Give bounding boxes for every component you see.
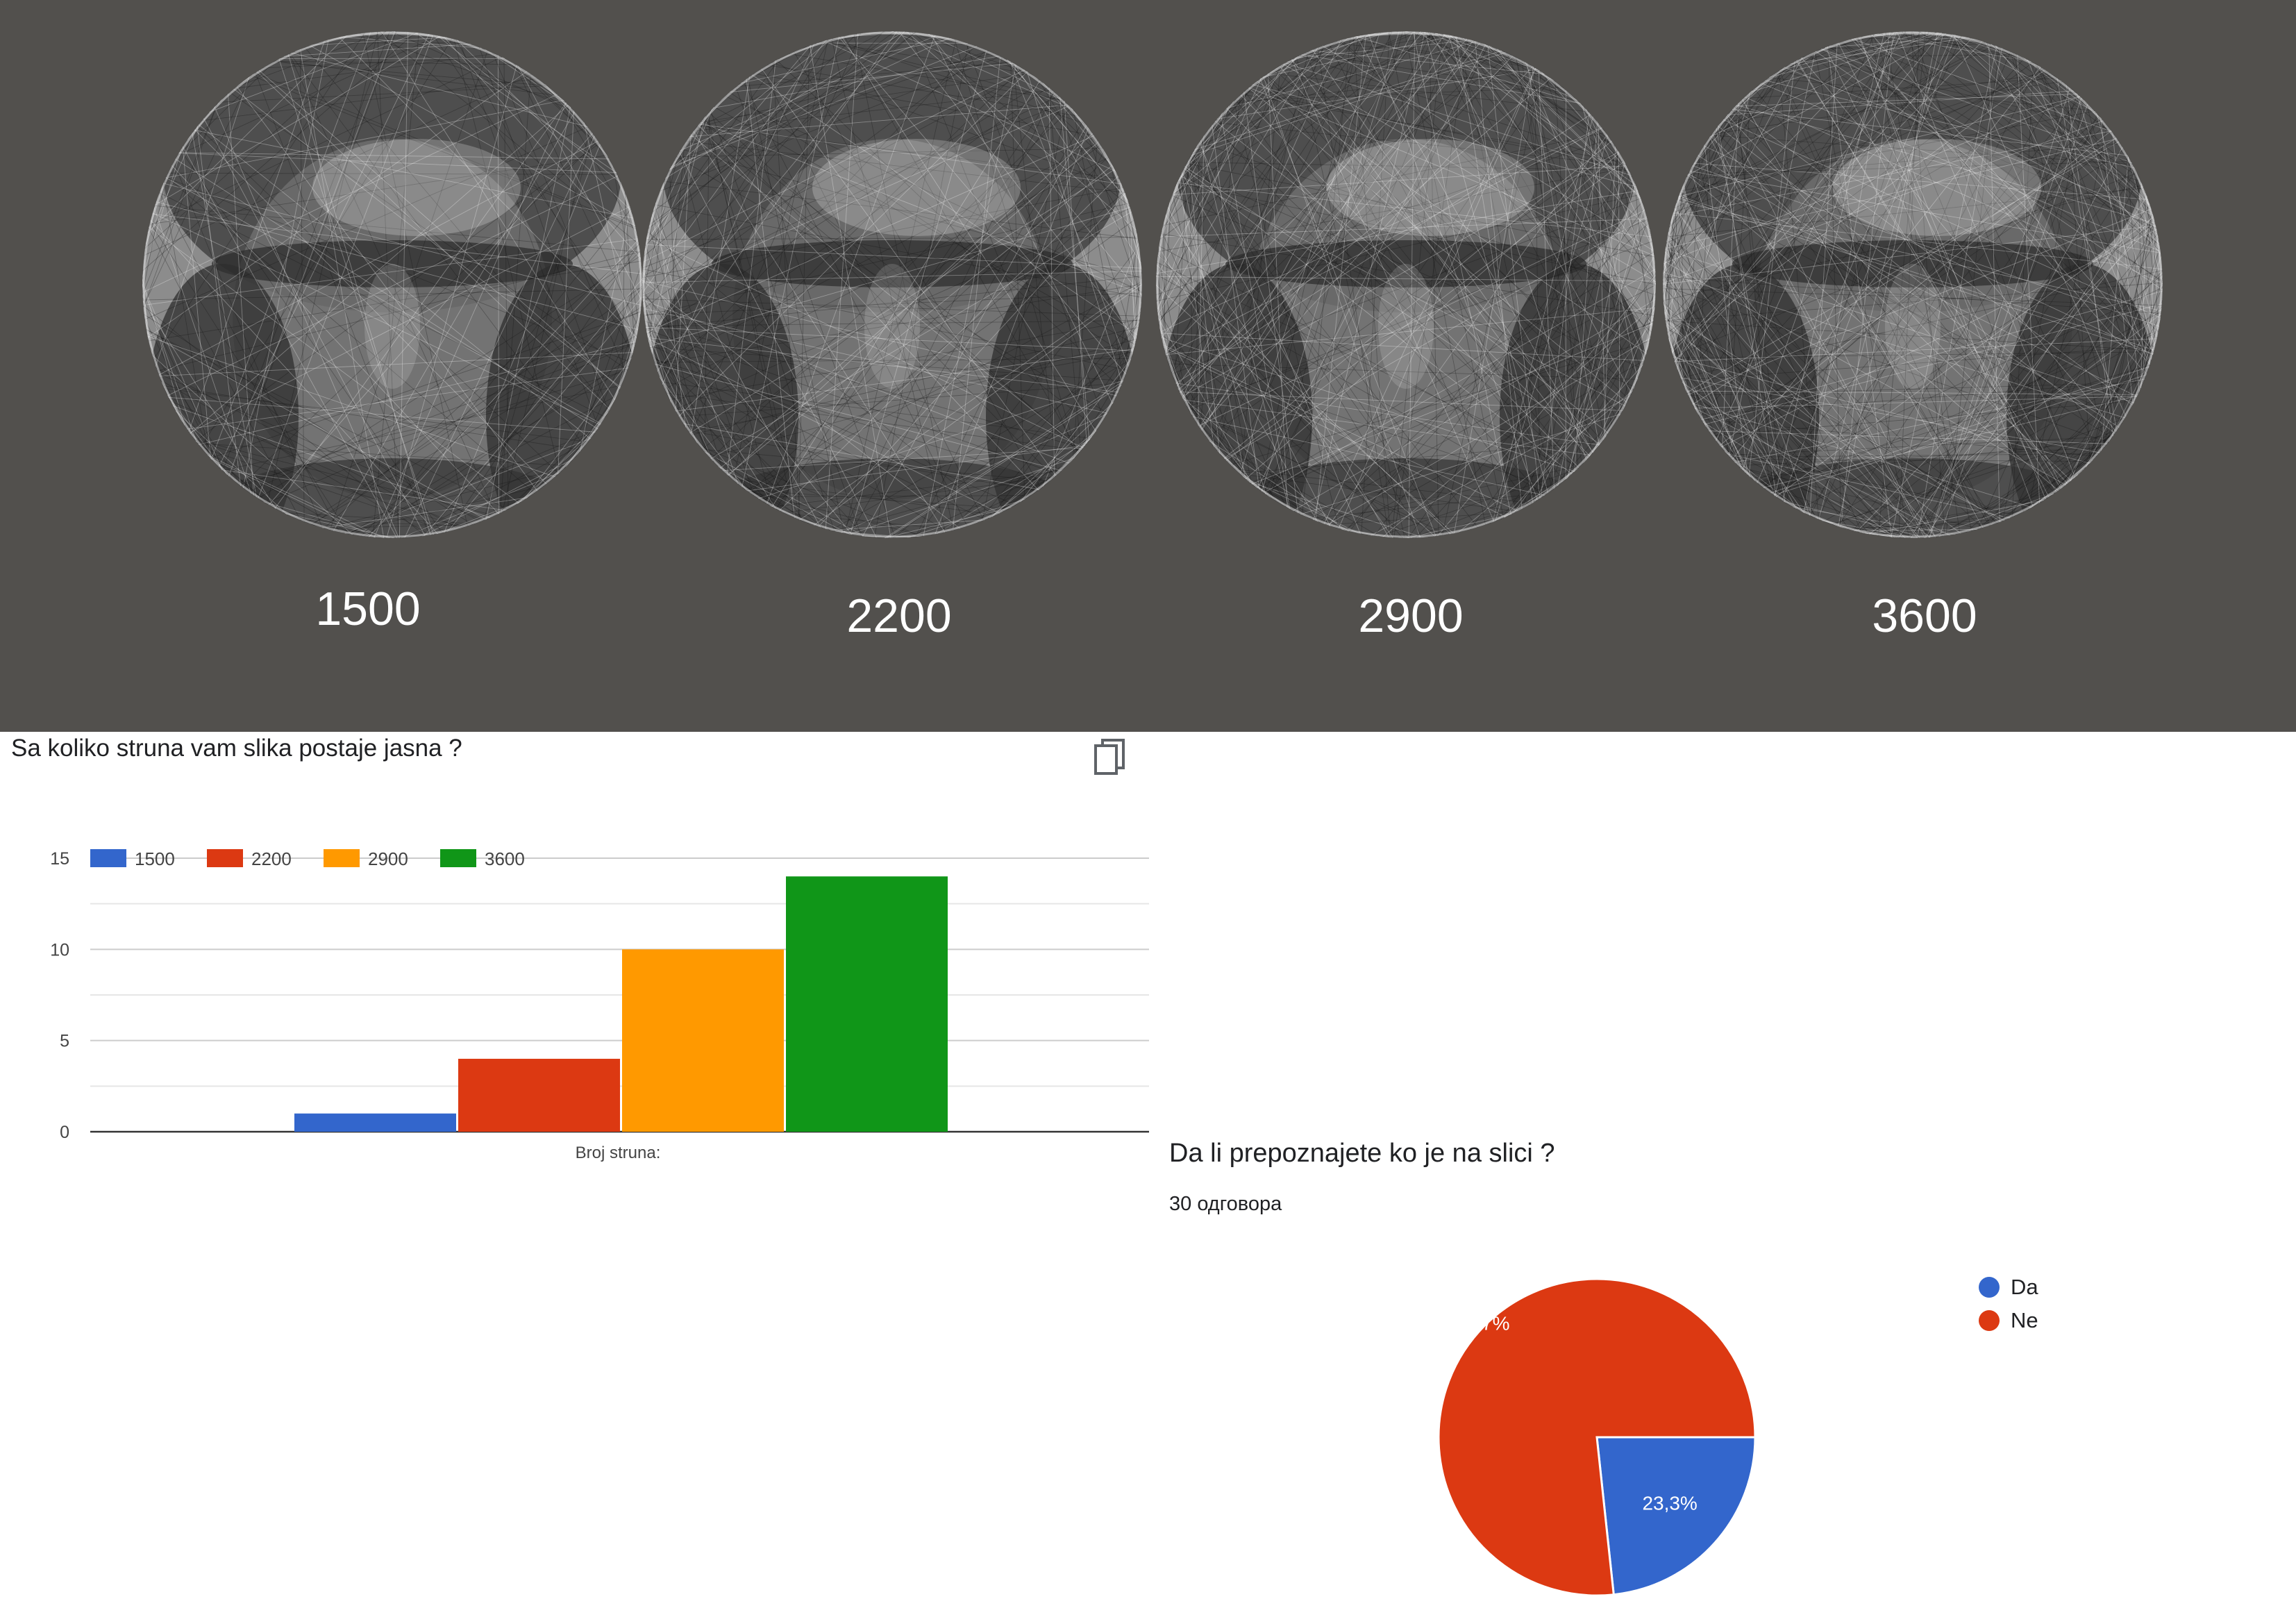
legend-label-3600: 3600 — [485, 848, 525, 869]
portrait-label-2200: 2200 — [846, 589, 952, 642]
y-tick-label: 10 — [50, 940, 69, 960]
legend-swatch-2200 — [207, 849, 243, 867]
copy-icon[interactable] — [1093, 737, 1130, 778]
bar-chart-title: Sa koliko struna vam slika postaje jasna… — [11, 735, 462, 762]
string-art-image — [1156, 31, 1656, 538]
legend-label-2900: 2900 — [368, 848, 408, 869]
pie-chart-legend: Da Ne — [1979, 1271, 2038, 1337]
portrait-label-2900: 2900 — [1358, 589, 1464, 642]
bar-chart-y-ticks: 0 5 10 15 — [50, 849, 69, 1142]
bar-chart: 0 5 10 15 1500 2200 2900 3600 Broj struna: — [50, 848, 1149, 1162]
bar-1500[interactable] — [294, 1113, 456, 1132]
legend-label-2200: 2200 — [251, 848, 292, 869]
legend-label-1500: 1500 — [135, 848, 175, 869]
portrait-label-1500: 1500 — [315, 583, 421, 635]
legend-label-da: Da — [2011, 1275, 2038, 1299]
bar-chart-bars — [294, 876, 948, 1132]
string-art-portrait-3600 — [1659, 28, 2166, 542]
pie-chart-title: Da li prepoznajete ko je na slici ? — [1169, 1139, 1555, 1168]
response-count: 30 одговора — [1169, 1193, 1282, 1215]
portrait-panel: 1500 2200 2900 3600 — [0, 0, 2296, 732]
pie-chart-slices — [1437, 1278, 1757, 1597]
pie-slice-ne[interactable] — [1437, 1278, 1757, 1597]
legend-dot-icon — [1979, 1277, 2000, 1298]
bar-chart-legend: 1500 2200 2900 3600 — [90, 848, 525, 869]
string-art-image — [142, 31, 642, 538]
legend-swatch-3600 — [440, 849, 476, 867]
string-art-portrait-1500 — [139, 28, 646, 542]
y-tick-label: 0 — [60, 1123, 69, 1142]
bar-chart-grid — [90, 857, 1149, 1133]
bar-3600[interactable] — [786, 876, 948, 1132]
legend-swatch-2900 — [324, 849, 360, 867]
pie-label-da: 23,3% — [1642, 1492, 1697, 1514]
string-art-portrait-2900 — [1153, 28, 1659, 542]
pie-label-ne: 76,7% — [1455, 1313, 1509, 1334]
y-tick-label: 5 — [60, 1032, 69, 1051]
bar-2200[interactable] — [458, 1058, 620, 1132]
bar-2900[interactable] — [622, 949, 784, 1132]
legend-dot-icon — [1979, 1310, 2000, 1331]
legend-label-ne: Ne — [2011, 1308, 2038, 1332]
string-art-image — [642, 31, 1142, 538]
legend-swatch-1500 — [90, 849, 126, 867]
portrait-label-3600: 3600 — [1872, 589, 1977, 642]
legend-item-da: Da — [1979, 1271, 2038, 1304]
pie-slice-da[interactable] — [1595, 1436, 1757, 1596]
bar-chart-x-label: Broj struna: — [576, 1144, 661, 1162]
pie-chart: 23,3% 76,7% — [1437, 1278, 1757, 1597]
pie-chart-labels: 23,3% 76,7% — [1455, 1313, 1698, 1514]
legend-item-ne: Ne — [1979, 1304, 2038, 1337]
string-art-image — [1663, 31, 2163, 538]
y-tick-label: 15 — [50, 849, 69, 869]
string-art-portrait-2200 — [639, 28, 1146, 542]
